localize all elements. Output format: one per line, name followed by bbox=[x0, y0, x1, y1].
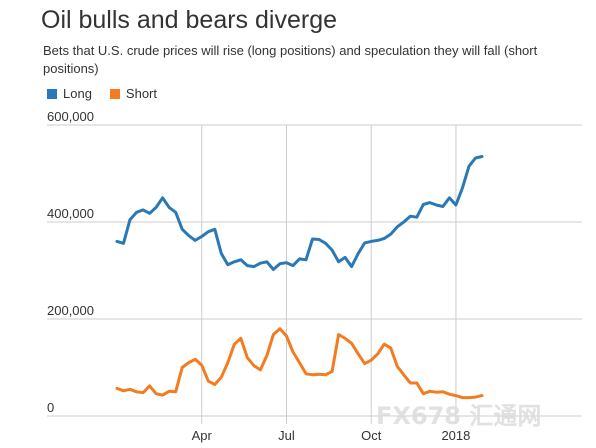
legend-item-long: Long bbox=[47, 86, 92, 101]
y-tick-label: 600,000 bbox=[47, 109, 94, 124]
legend-label-long: Long bbox=[63, 86, 92, 101]
series-line-long bbox=[115, 155, 484, 271]
grid bbox=[47, 124, 582, 424]
y-tick-label: 200,000 bbox=[47, 303, 94, 318]
legend-label-short: Short bbox=[125, 86, 157, 101]
x-tick-label: 2018 bbox=[441, 428, 470, 443]
series-lines bbox=[115, 155, 484, 400]
x-tick-label: Oct bbox=[361, 428, 382, 443]
watermark-logo: FX678 汇通网 bbox=[376, 402, 542, 430]
chart-subtitle: Bets that U.S. crude prices will rise (l… bbox=[43, 43, 538, 76]
chart-title: Oil bulls and bears diverge bbox=[41, 6, 337, 34]
y-axis-ticks: 0 200,000 400,000 600,000 bbox=[47, 109, 94, 415]
x-tick-label: Apr bbox=[192, 428, 213, 443]
x-tick-label: Jul bbox=[278, 428, 295, 443]
y-tick-label: 400,000 bbox=[47, 206, 94, 221]
legend-swatch-long bbox=[47, 88, 57, 99]
series-line-short bbox=[115, 327, 484, 400]
y-tick-label: 0 bbox=[47, 400, 54, 415]
legend-swatch-short bbox=[109, 88, 120, 99]
x-axis-ticks: Apr Jul Oct 2018 bbox=[192, 428, 471, 443]
legend-item-short: Short bbox=[109, 86, 157, 101]
legend: Long Short bbox=[47, 86, 175, 101]
